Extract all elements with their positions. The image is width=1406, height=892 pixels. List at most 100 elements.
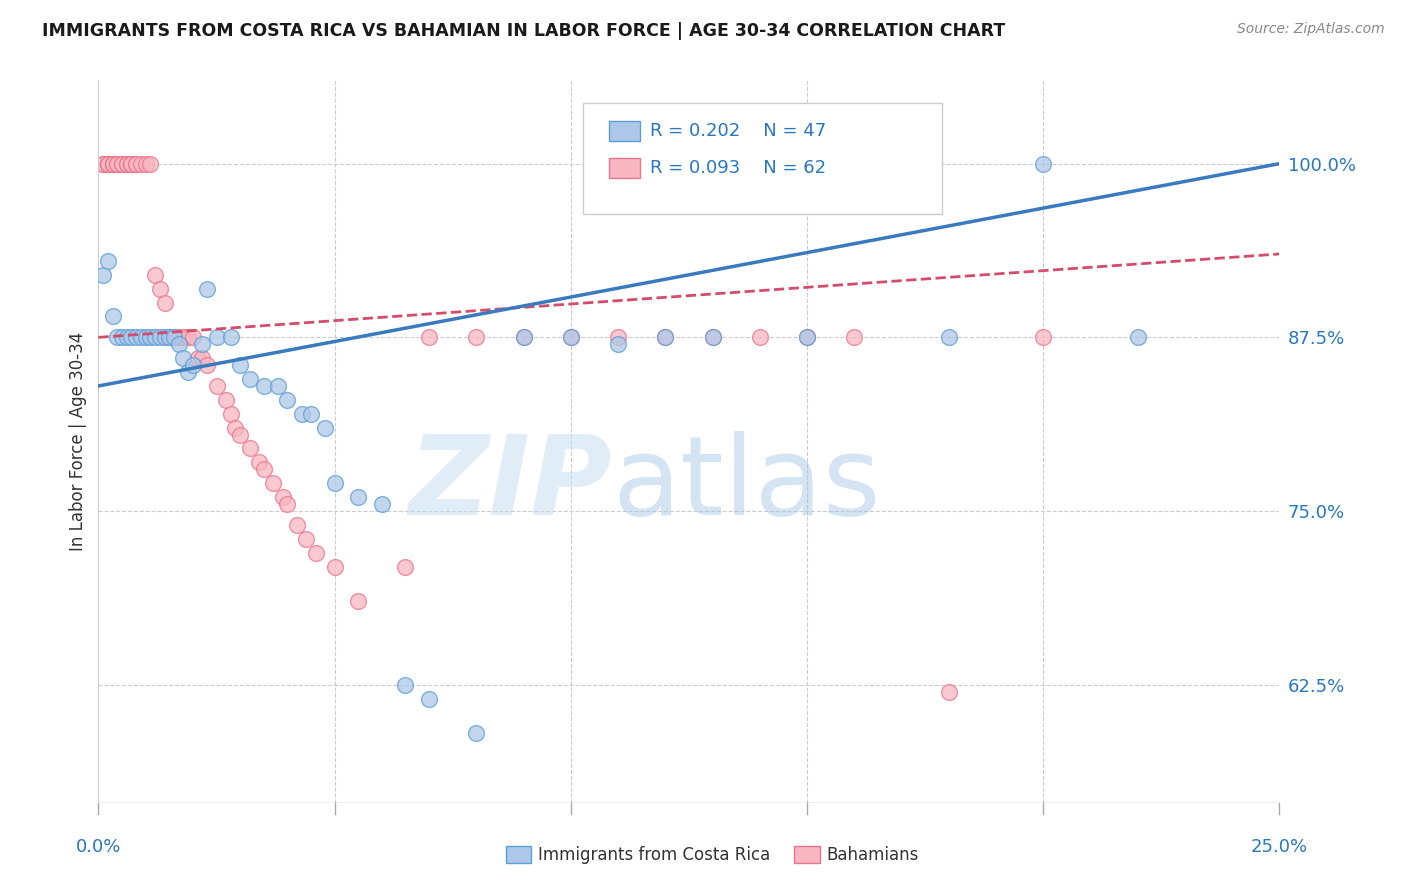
Point [239, 372, 262, 386]
Point [111, 156, 134, 170]
Point [229, 427, 252, 442]
Text: Bahamians: Bahamians [827, 846, 920, 863]
Point [163, 330, 186, 344]
Point [702, 330, 724, 344]
Point [262, 476, 284, 491]
Point [135, 156, 157, 170]
Point [101, 310, 124, 324]
Point [139, 156, 162, 170]
Point [129, 330, 152, 344]
Point [276, 392, 298, 407]
Point [314, 420, 336, 434]
Point [143, 268, 166, 282]
Point [844, 330, 866, 344]
Point [247, 455, 270, 469]
Point [323, 476, 346, 491]
Point [271, 490, 294, 504]
Point [323, 559, 346, 574]
Point [115, 156, 138, 170]
Point [239, 442, 262, 456]
Point [295, 532, 318, 546]
Point [149, 330, 172, 344]
Point [219, 407, 242, 421]
Point [105, 330, 128, 344]
Point [153, 295, 176, 310]
Point [299, 407, 322, 421]
Point [796, 330, 818, 344]
Point [371, 497, 394, 511]
Point [111, 330, 134, 344]
Point [465, 726, 488, 740]
Point [177, 330, 200, 344]
Point [135, 330, 157, 344]
Point [654, 330, 676, 344]
Text: atlas: atlas [612, 432, 880, 539]
Point [143, 330, 166, 344]
Text: R = 0.202    N = 47: R = 0.202 N = 47 [650, 122, 825, 140]
Point [125, 330, 148, 344]
Point [101, 156, 124, 170]
Text: 25.0%: 25.0% [1251, 838, 1308, 855]
Point [191, 351, 214, 366]
Point [101, 156, 124, 170]
Point [938, 684, 960, 698]
Point [512, 330, 534, 344]
Point [1032, 156, 1054, 170]
Point [195, 358, 218, 372]
Point [149, 282, 172, 296]
Point [167, 337, 190, 351]
Point [285, 517, 308, 532]
Point [1126, 330, 1149, 344]
Point [418, 330, 440, 344]
Point [121, 156, 143, 170]
Point [195, 282, 218, 296]
Point [91, 156, 114, 170]
Point [115, 330, 138, 344]
Point [97, 156, 120, 170]
Point [101, 156, 124, 170]
Point [465, 330, 488, 344]
Point [290, 407, 312, 421]
Point [97, 156, 120, 170]
Point [97, 156, 120, 170]
Point [253, 379, 276, 393]
Point [654, 330, 676, 344]
Point [253, 462, 276, 476]
Point [205, 379, 228, 393]
Point [115, 156, 138, 170]
Point [163, 330, 186, 344]
Point [938, 330, 960, 344]
Point [418, 691, 440, 706]
Point [121, 330, 143, 344]
Point [347, 490, 370, 504]
Point [157, 330, 180, 344]
Point [172, 351, 194, 366]
Text: ZIP: ZIP [409, 432, 612, 539]
Point [607, 337, 630, 351]
Point [607, 330, 630, 344]
Point [105, 156, 128, 170]
Point [121, 156, 143, 170]
Point [560, 330, 582, 344]
Point [512, 330, 534, 344]
Point [187, 351, 209, 366]
Point [91, 156, 114, 170]
Text: R = 0.093    N = 62: R = 0.093 N = 62 [650, 159, 825, 177]
Point [219, 330, 242, 344]
Point [153, 330, 176, 344]
Point [105, 156, 128, 170]
Point [560, 330, 582, 344]
Point [224, 420, 246, 434]
Text: 0.0%: 0.0% [76, 838, 121, 855]
Point [394, 559, 416, 574]
Y-axis label: In Labor Force | Age 30-34: In Labor Force | Age 30-34 [69, 332, 87, 551]
Point [157, 330, 180, 344]
Point [177, 365, 200, 379]
Point [394, 678, 416, 692]
Point [1032, 330, 1054, 344]
Point [205, 330, 228, 344]
Point [347, 594, 370, 608]
Point [181, 358, 204, 372]
Point [796, 330, 818, 344]
Point [181, 330, 204, 344]
